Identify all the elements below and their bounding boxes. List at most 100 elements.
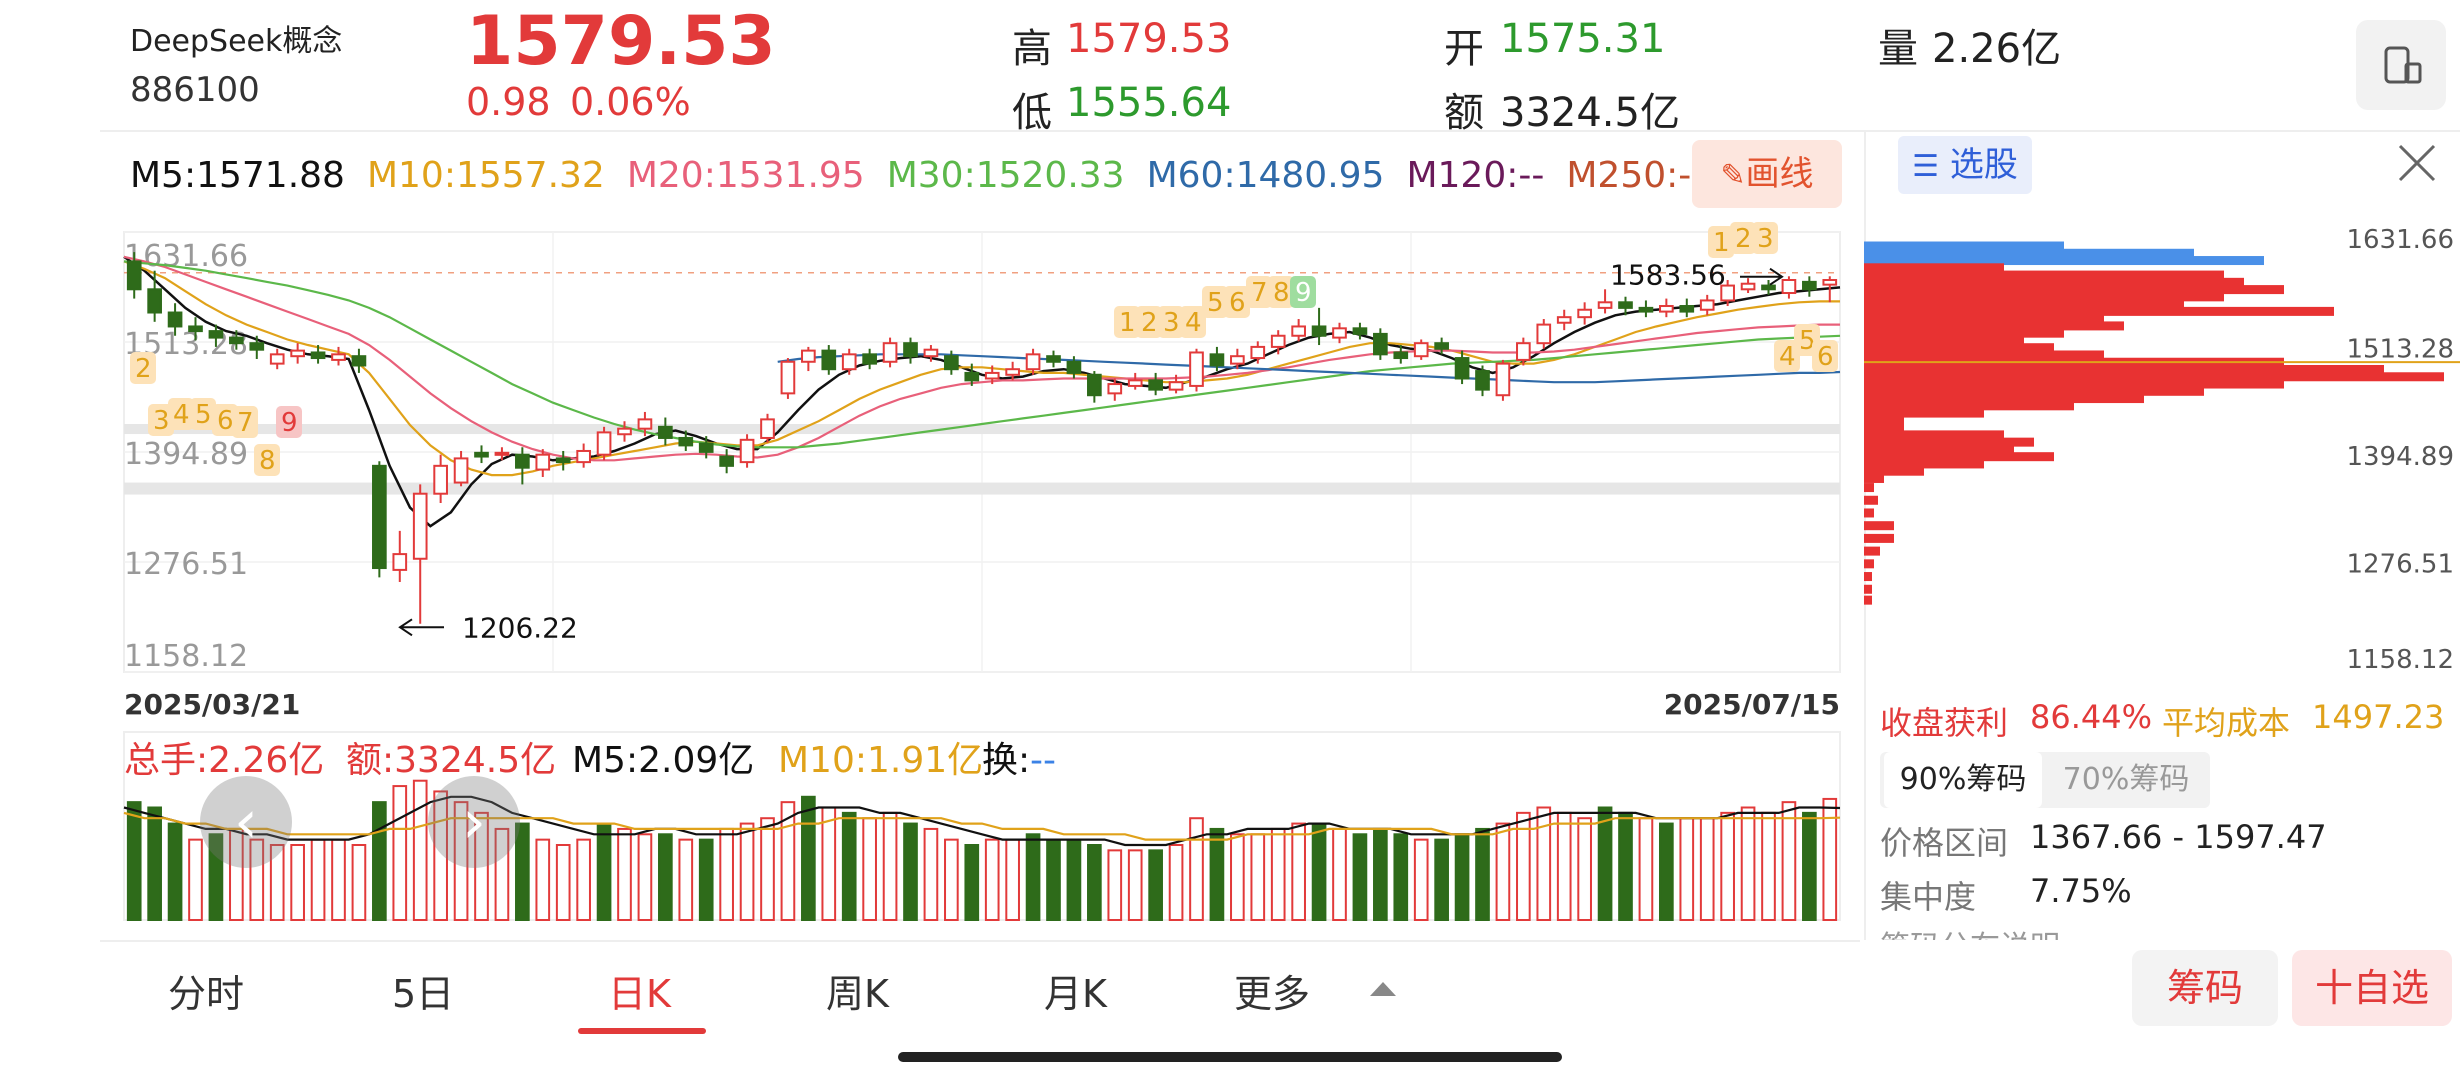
seq-badge-bg [1158,306,1184,338]
chip-bar [1864,508,1874,518]
ma-legend-item: M20:1531.95 [626,155,865,196]
candle [1127,372,1143,390]
seq-badge-text: 4 [1779,342,1796,372]
candle-body [126,260,142,291]
bottom-divider [100,940,1860,942]
chip-bar [1864,437,2034,447]
stock-picker-label: 选股 [1949,145,2018,185]
volume-bar [1393,833,1409,921]
scroll-left-button[interactable]: ‹ [200,776,292,868]
seq-badge-text: 3 [1163,308,1180,338]
ma-legend-item: M5:1571.88 [130,155,345,196]
seq-badge-bg [1180,306,1206,338]
volume-bar [1046,838,1061,922]
tab-5day[interactable]: 5日 [392,972,455,1016]
chips-button[interactable]: 筹码 [2132,950,2278,1026]
chip-bar [1864,386,2204,396]
tab-daily-k[interactable]: 日K [608,972,671,1016]
chip-bar [1864,483,1874,493]
chip-bar [1864,350,2104,360]
candle [698,436,714,459]
ma-line-m30 [123,260,1841,449]
candle [1046,350,1061,368]
candle [1536,319,1552,349]
low-annotation: 1206.22 [462,611,578,644]
amount-label: 额 [1444,90,1484,136]
ma-legend-item: M30:1520.33 [886,155,1125,196]
tab-90-chips[interactable]: 90%筹码 [1884,752,2042,808]
volume-bar [188,838,203,922]
volume-bar [780,801,796,922]
volume-bar [903,822,918,921]
candle [1148,372,1163,396]
chip-explain-row[interactable]: 筹码分布说明 [1880,918,2440,940]
amount-value: 3324.5亿 [1500,90,1680,136]
chip-bar [1864,459,1984,469]
avg-cost-value: 1497.23 [2312,698,2445,736]
seq-badge-bg [1202,286,1228,318]
candle [1311,307,1327,346]
seq-badge-text: 6 [1229,288,1246,318]
volume-bar [1148,849,1163,921]
index-name: DeepSeek概念 [130,24,343,59]
stock-picker-button[interactable]: ☰ 选股 [1898,136,2032,194]
seq-marker-right-top: 1 [1708,226,1734,258]
candle-body [310,351,326,360]
chip-bar [1864,408,1984,418]
volume-bar [331,838,346,922]
candle-body [1046,355,1061,363]
chip-bar [1864,584,1872,594]
kline-chart[interactable]: 1631.661513.281394.891276.511158.121583.… [0,0,1860,1080]
chip-bar [1864,401,2074,411]
seq-badge-text: 1 [1119,308,1136,338]
draw-line-button[interactable]: ✎画线 [1692,140,1842,208]
low-value: 1555.64 [1066,80,1232,126]
chip-bar [1864,372,2444,382]
caret-up-icon[interactable] [1370,982,1396,996]
candle-body [1025,353,1041,371]
seq-badge-text: 7 [1251,278,1268,308]
chip-bar [1864,521,1894,531]
volume-bar [494,827,510,922]
seq-marker-mid: 2 [1136,306,1162,338]
candle [923,345,939,362]
volume-bar [1189,817,1204,922]
tab-monthly-k[interactable]: 月K [1044,972,1107,1016]
volume-bar [208,833,224,921]
close-icon[interactable] [2394,140,2440,186]
tab-70-chips[interactable]: 70%筹码 [2062,762,2190,797]
price-change-pct: 0.06% [570,80,691,124]
candle [1332,322,1347,344]
volume-legend-item: M5:2.09亿 [572,740,754,781]
candle-body [1638,306,1654,313]
candle [944,350,959,375]
volume-bar [1291,822,1306,921]
candle-body [1168,381,1184,391]
candle [1250,341,1266,364]
candle-body [719,455,734,467]
landscape-toggle-button[interactable] [2356,20,2446,110]
chip-bar [1864,572,1872,582]
candle-body [1270,334,1286,348]
tab-weekly-k[interactable]: 周K [826,972,889,1016]
candle-body [596,431,612,456]
candle-body [678,436,694,447]
add-watchlist-button[interactable]: 十自选 [2292,950,2452,1026]
volume-bar [249,838,265,922]
candle [126,252,142,299]
tab-more[interactable]: 更多 [1234,972,1311,1016]
candle [1638,300,1654,318]
volume-label: 量 [1878,26,1918,72]
volume-bar [1556,811,1572,921]
chip-y-label: 1394.89 [2346,442,2454,472]
seq-marker-right-top: 3 [1752,222,1778,254]
candle [1516,337,1531,366]
chip-bar [1864,248,2194,258]
candle-body [1230,355,1245,365]
scroll-right-button[interactable]: › [428,776,520,868]
candle [841,348,857,375]
y-tick-label: 1158.12 [124,639,248,674]
tab-intraday[interactable]: 分时 [168,972,245,1016]
candle-body [658,425,673,439]
chip-y-label: 1158.12 [2346,645,2454,675]
